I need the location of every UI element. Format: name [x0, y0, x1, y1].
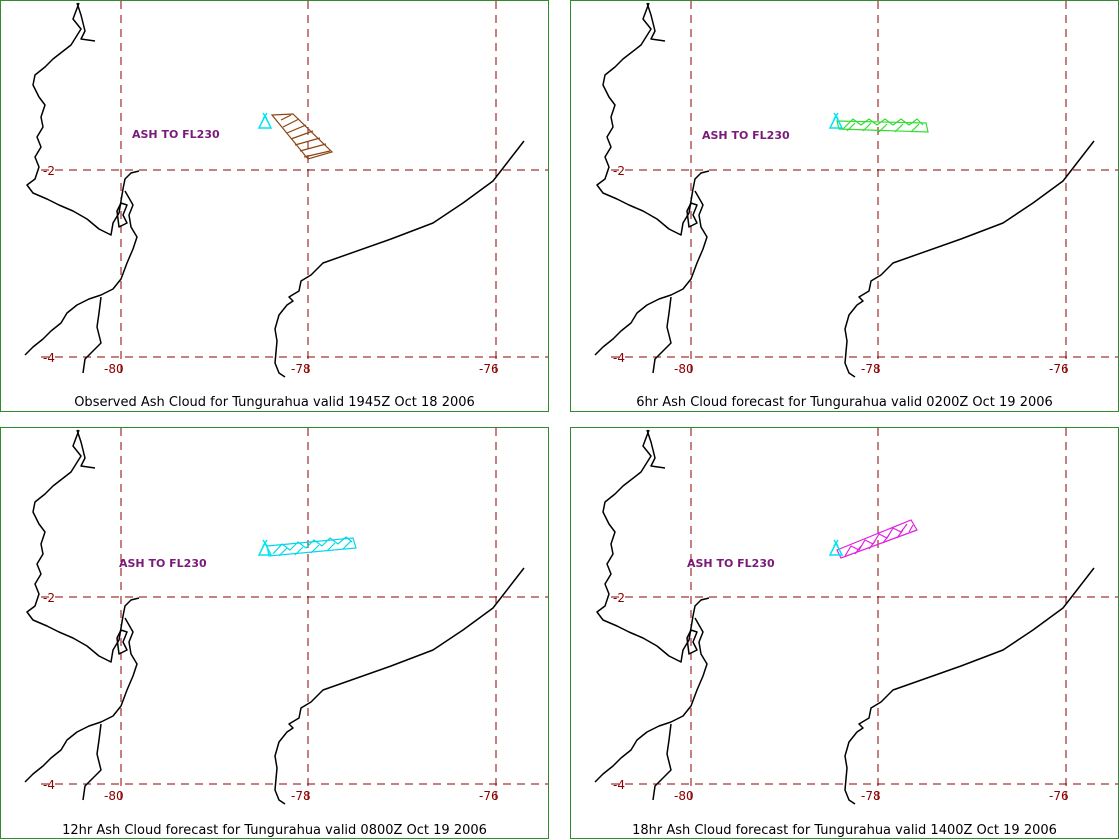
- coastline: [594, 2, 1095, 378]
- panel-caption: 6hr Ash Cloud forecast for Tungurahua va…: [636, 395, 1053, 410]
- ash-altitude-label: ASH TO FL230: [702, 129, 790, 142]
- grid-lines: [41, 1, 548, 379]
- ash-altitude-label: ASH TO FL230: [119, 557, 207, 570]
- ash-cloud-polygon: [270, 113, 334, 160]
- lat-label-s2: -2: [613, 591, 625, 605]
- grid-lines: [611, 1, 1118, 379]
- lat-label-s4: -4: [613, 351, 625, 365]
- lat-label-s2: -2: [43, 164, 55, 178]
- ash-cloud-polygon: [836, 519, 918, 559]
- grid-lines: [41, 428, 548, 806]
- map-canvas: -2 -4 -80 -78 -76 ASH TO FL230: [594, 1, 1118, 379]
- lat-label-s4: -4: [43, 351, 55, 365]
- panel-caption: Observed Ash Cloud for Tungurahua valid …: [74, 395, 475, 410]
- lon-label-w78: -78: [291, 789, 311, 803]
- lon-label-w80: -80: [104, 789, 124, 803]
- lat-label-s4: -4: [43, 778, 55, 792]
- lon-label-w80: -80: [674, 789, 694, 803]
- volcano-icon: [828, 539, 844, 556]
- map-panel-6hr-forecast: -2 -4 -80 -78 -76 ASH TO FL230 6hr Ash C…: [570, 0, 1119, 412]
- map-canvas: -2 -4 -80 -78 -76 ASH TO FL230: [24, 1, 548, 379]
- coastline: [594, 429, 1095, 805]
- map-panel-12hr-forecast: -2 -4 -80 -78 -76 ASH TO FL230 12hr Ash …: [0, 427, 549, 839]
- map-canvas: -2 -4 -80 -78 -76 ASH TO FL230: [594, 428, 1118, 806]
- lat-label-s2: -2: [43, 591, 55, 605]
- grid-tick-labels: -2 -4 -80 -78 -76: [613, 164, 1069, 376]
- map-panel-observed: -2 -4 -80 -78 -76 ASH TO FL230 Observed …: [0, 0, 549, 412]
- coastline: [24, 429, 525, 805]
- grid-lines: [611, 428, 1118, 806]
- map-canvas: -2 -4 -80 -78 -76 ASH TO FL230: [24, 428, 548, 806]
- panel-caption: 12hr Ash Cloud forecast for Tungurahua v…: [62, 823, 487, 838]
- map-panel-18hr-forecast: -2 -4 -80 -78 -76 ASH TO FL230 18hr Ash …: [570, 427, 1119, 839]
- grid-tick-labels: -2 -4 -80 -78 -76: [613, 591, 1069, 803]
- lat-label-s2: -2: [613, 164, 625, 178]
- lon-label-w76: -76: [479, 789, 499, 803]
- lon-label-w78: -78: [861, 362, 881, 376]
- ash-cloud-polygon: [836, 118, 929, 133]
- lon-label-w80: -80: [104, 362, 124, 376]
- grid-tick-labels: -2 -4 -80 -78 -76: [43, 591, 499, 803]
- lon-label-w76: -76: [1049, 789, 1069, 803]
- panel-caption: 18hr Ash Cloud forecast for Tungurahua v…: [632, 823, 1057, 838]
- lon-label-w76: -76: [479, 362, 499, 376]
- ash-altitude-label: ASH TO FL230: [687, 557, 775, 570]
- coastline: [24, 2, 525, 378]
- lon-label-w80: -80: [674, 362, 694, 376]
- volcano-icon: [257, 539, 273, 556]
- volcano-icon: [257, 112, 273, 129]
- volcano-icon: [828, 112, 844, 129]
- ash-altitude-label: ASH TO FL230: [132, 128, 220, 141]
- lon-label-w78: -78: [861, 789, 881, 803]
- grid-tick-labels: -2 -4 -80 -78 -76: [43, 164, 499, 376]
- lon-label-w78: -78: [291, 362, 311, 376]
- lat-label-s4: -4: [613, 778, 625, 792]
- lon-label-w76: -76: [1049, 362, 1069, 376]
- ash-cloud-polygon: [266, 536, 357, 557]
